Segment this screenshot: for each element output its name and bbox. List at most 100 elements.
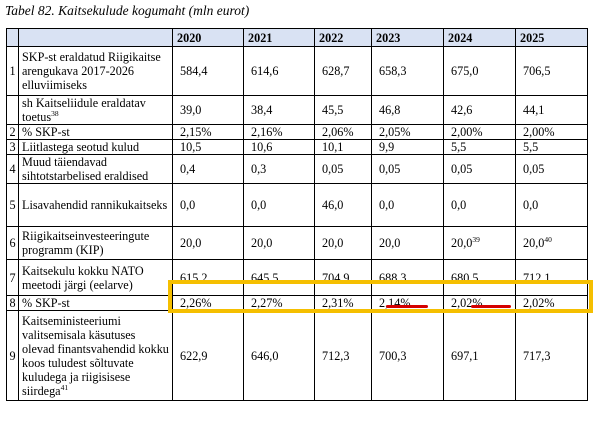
row-label: Kaitseministeeriumi valitsemisala käsutu… bbox=[18, 310, 173, 401]
value-cell: 0,0 bbox=[371, 183, 444, 227]
value-text: 2,16% bbox=[251, 125, 283, 139]
value-cell: 2,00% bbox=[515, 124, 588, 140]
value-cell: 2,31% bbox=[314, 295, 372, 311]
value-cell: 2,16% bbox=[243, 124, 315, 140]
value-text: 0,3 bbox=[251, 162, 267, 176]
value-cell: 646,0 bbox=[243, 310, 315, 401]
value-text: 628,7 bbox=[322, 64, 350, 78]
value-text: 0,0 bbox=[523, 198, 539, 212]
value-cell: 2,06% bbox=[314, 124, 372, 140]
row-label-text: Lisavahendid rannikukaitseks bbox=[22, 198, 168, 212]
value-text: 712,1 bbox=[523, 270, 551, 285]
row-label: Riigikaitseinvesteeringute programm (KIP… bbox=[18, 226, 173, 260]
value-cell: 20,0 bbox=[243, 226, 315, 260]
value-text: 44,1 bbox=[523, 103, 545, 117]
row-number: 7 bbox=[6, 259, 19, 296]
value-cell: 38,4 bbox=[243, 95, 315, 125]
value-text: 0,05 bbox=[451, 162, 473, 176]
value-text: 0,05 bbox=[523, 162, 545, 176]
value-text: 646,0 bbox=[251, 348, 279, 363]
value-text: 46,8 bbox=[379, 103, 401, 117]
value-text: 0,05 bbox=[322, 162, 344, 176]
year-header: 2023 bbox=[371, 28, 444, 47]
value-cell: 0,3 bbox=[243, 154, 315, 184]
defense-expenditure-table: 2020 2021 2022 2023 2024 2025 1 SKP-st er… bbox=[6, 28, 588, 401]
row-label-text: Muud täiendavad sihtotstarbelised eraldi… bbox=[22, 155, 149, 183]
row-label-text: Kaitseministeeriumi valitsemisala käsutu… bbox=[22, 313, 169, 398]
footnote-ref: 38 bbox=[51, 108, 59, 118]
table-header-row: 2020 2021 2022 2023 2024 2025 bbox=[6, 28, 588, 47]
value-cell: 2,02% bbox=[443, 295, 516, 311]
value-text: 5,5 bbox=[523, 140, 539, 154]
value-text: 704,9 bbox=[322, 270, 350, 285]
table-row: 1 SKP-st eraldatud Riigikaitse arengukava… bbox=[6, 46, 588, 96]
value-text: 675,0 bbox=[451, 64, 479, 78]
row-label-text: Riigikaitseinvesteeringute programm (KIP… bbox=[22, 229, 150, 257]
value-text: 0,0 bbox=[451, 198, 467, 212]
value-cell: 42,6 bbox=[443, 95, 516, 125]
value-cell: 5,5 bbox=[515, 139, 588, 155]
value-cell: 45,5 bbox=[314, 95, 372, 125]
row-label-text: Liitlastega seotud kulud bbox=[22, 140, 140, 154]
table-row: 6 Riigikaitseinvesteeringute programm (KI… bbox=[6, 226, 588, 260]
value-cell: 39,0 bbox=[172, 95, 244, 125]
value-text: 712,3 bbox=[322, 348, 350, 363]
row-number: 9 bbox=[6, 310, 19, 401]
value-cell: 0,4 bbox=[172, 154, 244, 184]
value-text: 2,15% bbox=[180, 125, 212, 139]
table-row: 3 Liitlastega seotud kulud 10,5 10,6 10,1 9,9… bbox=[6, 139, 588, 155]
value-text: 697,1 bbox=[451, 348, 479, 363]
year-header: 2024 bbox=[443, 28, 516, 47]
value-text: 9,9 bbox=[379, 140, 395, 154]
value-cell: 20,0 bbox=[172, 226, 244, 260]
value-text: 658,3 bbox=[379, 64, 407, 78]
value-text: 2,05% bbox=[379, 125, 411, 139]
table-caption: Tabel 82. Kaitsekulude kogumaht (mln eur… bbox=[5, 3, 250, 18]
footnote-ref: 40 bbox=[544, 234, 552, 244]
value-text: 20,0 bbox=[251, 236, 273, 250]
value-text: 42,6 bbox=[451, 103, 473, 117]
value-text: 45,5 bbox=[322, 103, 344, 117]
value-cell: 20,039 bbox=[443, 226, 516, 260]
value-text: 10,1 bbox=[322, 140, 344, 154]
row-label-text: Kaitsekulu kokku NATO meetodi järgi (eel… bbox=[22, 263, 144, 292]
table-row: 4 Muud täiendavad sihtotstarbelised erald… bbox=[6, 154, 588, 184]
value-cell: 0,05 bbox=[443, 154, 516, 184]
row-number: 4 bbox=[6, 154, 19, 184]
value-text: 717,3 bbox=[523, 348, 551, 363]
value-cell: 0,05 bbox=[371, 154, 444, 184]
header-num-cell bbox=[6, 28, 19, 47]
row-label: Muud täiendavad sihtotstarbelised eraldi… bbox=[18, 154, 173, 184]
table-row: 7 Kaitsekulu kokku NATO meetodi järgi (ee… bbox=[6, 259, 588, 296]
value-text: 645,5 bbox=[251, 270, 279, 285]
row-label: % SKP-st bbox=[18, 295, 173, 311]
row-label-text: % SKP-st bbox=[22, 296, 70, 310]
value-text: 688,3 bbox=[379, 270, 407, 285]
value-text: 680,5 bbox=[451, 270, 479, 285]
table-row: 5 Lisavahendid rannikukaitseks 0,0 0,0 46,0 0… bbox=[6, 183, 588, 227]
value-cell: 717,3 bbox=[515, 310, 588, 401]
value-text: 20,0 bbox=[523, 236, 545, 250]
value-cell: 628,7 bbox=[314, 46, 372, 96]
value-cell: 46,0 bbox=[314, 183, 372, 227]
value-text: 2,27% bbox=[251, 296, 283, 310]
value-text: 20,0 bbox=[180, 236, 202, 250]
year-header: 2020 bbox=[172, 28, 244, 47]
value-text: 0,0 bbox=[251, 198, 267, 212]
row-label: sh Kaitseliidule eraldatav toetus38 bbox=[18, 95, 173, 125]
row-number: 1 bbox=[6, 46, 19, 96]
value-cell: 20,0 bbox=[371, 226, 444, 260]
value-cell: 2,26% bbox=[172, 295, 244, 311]
value-cell: 2,14% bbox=[371, 295, 444, 311]
row-label: Kaitsekulu kokku NATO meetodi järgi (eel… bbox=[18, 259, 173, 296]
value-cell: 10,5 bbox=[172, 139, 244, 155]
row-label: Lisavahendid rannikukaitseks bbox=[18, 183, 173, 227]
value-cell: 0,0 bbox=[172, 183, 244, 227]
value-text: 700,3 bbox=[379, 348, 407, 363]
value-text: 2,31% bbox=[322, 296, 354, 310]
value-cell: 706,5 bbox=[515, 46, 588, 96]
row-label: SKP-st eraldatud Riigikaitse arengukava … bbox=[18, 46, 173, 96]
value-text: 10,5 bbox=[180, 140, 202, 154]
table-row: sh Kaitseliidule eraldatav toetus38 39,0 3… bbox=[6, 95, 588, 125]
value-cell: 680,5 bbox=[443, 259, 516, 296]
